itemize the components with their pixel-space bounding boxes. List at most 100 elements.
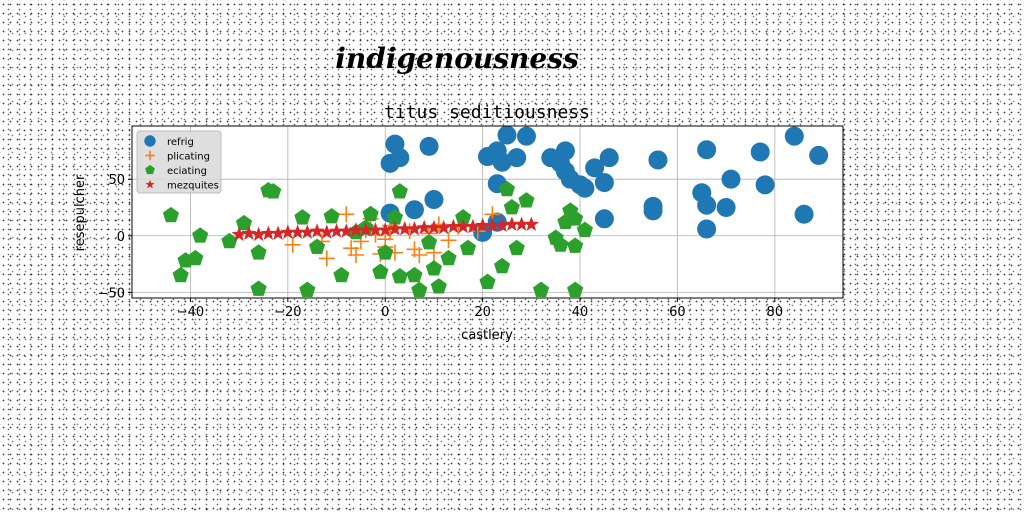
- mezquites-point: [270, 225, 286, 240]
- x-axis-label: castlery: [461, 328, 513, 343]
- legend-marker-plicating: [145, 150, 155, 161]
- x-tick-label: 80: [767, 305, 784, 320]
- eciating-point: [391, 183, 408, 199]
- refrig-point: [585, 158, 605, 178]
- refrig-point: [697, 219, 717, 239]
- legend-marker-refrig: [144, 135, 156, 147]
- eciating-point: [455, 209, 472, 225]
- mezquites-point: [338, 223, 354, 238]
- refrig-point: [419, 136, 439, 156]
- legend-label-refrig: refrig: [167, 137, 194, 148]
- eciating-point: [308, 238, 326, 254]
- refrig-point: [721, 169, 741, 189]
- legend-box: [136, 130, 222, 194]
- eciating-point: [391, 268, 408, 284]
- series-mezquites: [231, 216, 539, 242]
- eciating-point: [235, 214, 253, 231]
- mezquites-point: [231, 226, 247, 242]
- mezquites-point: [358, 222, 374, 237]
- mezquites-point: [416, 219, 432, 235]
- x-tick-label: 0: [381, 305, 389, 320]
- plicating-point: [348, 247, 365, 263]
- eciating-point: [494, 257, 511, 274]
- refrig-point: [497, 125, 517, 145]
- mezquites-point: [504, 216, 520, 231]
- x-axis-ticks: −40 −20 0 20 40 60 80: [177, 298, 783, 320]
- y-axis-label: resepulcher: [73, 174, 88, 251]
- legend: refrig plicating eciating mezquites: [136, 130, 222, 194]
- eciating-point: [386, 209, 404, 225]
- x-tick-label: 20: [474, 305, 491, 320]
- eciating-point: [250, 244, 267, 260]
- eciating-point: [192, 227, 209, 243]
- mezquites-point: [299, 224, 315, 239]
- chart-title: titus seditiousness: [384, 102, 590, 123]
- eciating-point: [552, 236, 569, 252]
- mezquites-point: [387, 220, 403, 236]
- refrig-point: [404, 200, 424, 220]
- refrig-point: [716, 197, 736, 217]
- x-tick-label: −40: [177, 305, 204, 320]
- mezquites-point: [513, 216, 530, 231]
- refrig-point: [750, 142, 770, 162]
- mezquites-point: [406, 220, 423, 236]
- plicating-point: [284, 236, 301, 253]
- plot-frame: [131, 125, 844, 299]
- plicating-point: [440, 232, 457, 249]
- refrig-point: [755, 175, 775, 195]
- eciating-point: [576, 221, 593, 237]
- chart-suptitle: indigenousness: [335, 42, 579, 75]
- mezquites-point: [367, 222, 384, 237]
- mezquites-point: [426, 219, 442, 235]
- mezquites-point: [348, 222, 364, 237]
- plicating-point: [411, 247, 428, 263]
- mezquites-point: [251, 226, 267, 242]
- refrig-point: [424, 190, 444, 210]
- eciating-point: [567, 237, 584, 253]
- eciating-point: [362, 205, 379, 222]
- eciating-point: [425, 260, 443, 276]
- mezquites-point: [309, 223, 325, 238]
- refrig-point: [697, 195, 717, 215]
- eciating-point: [377, 244, 394, 260]
- refrig-point: [594, 173, 614, 193]
- mezquites-point: [377, 222, 393, 237]
- refrig-point: [794, 204, 814, 224]
- legend-label-plicating: plicating: [167, 152, 210, 163]
- eciating-point: [567, 210, 584, 226]
- mezquites-point: [494, 217, 510, 233]
- legend-label-eciating: eciating: [167, 166, 207, 177]
- mezquites-point: [260, 225, 276, 240]
- y-tick-label: −50: [98, 286, 125, 301]
- mezquites-point: [241, 225, 257, 240]
- eciating-point: [532, 281, 550, 297]
- mezquites-point: [397, 220, 413, 236]
- refrig-point: [575, 178, 595, 198]
- refrig-point: [784, 126, 804, 146]
- mezquites-point: [319, 224, 335, 239]
- x-tick-label: −20: [274, 305, 301, 320]
- refrig-point: [648, 150, 668, 170]
- eciating-point: [567, 281, 584, 297]
- mezquites-point: [328, 223, 345, 238]
- eciating-point: [294, 209, 311, 225]
- x-tick-label: 60: [669, 305, 686, 320]
- mezquites-point: [523, 216, 539, 231]
- eciating-point: [430, 278, 447, 294]
- refrig-point: [492, 152, 512, 172]
- mezquites-point: [436, 219, 452, 235]
- eciating-point: [518, 192, 535, 208]
- eciating-point: [172, 266, 189, 283]
- refrig-point: [599, 148, 619, 168]
- refrig-point: [697, 140, 717, 160]
- refrig-point: [594, 209, 614, 229]
- eciating-point: [162, 206, 180, 223]
- eciating-point: [440, 249, 457, 266]
- y-tick-label: 0: [117, 230, 125, 245]
- eciating-point: [459, 239, 477, 256]
- eciating-point: [503, 198, 520, 215]
- refrig-point: [390, 148, 410, 168]
- eciating-point: [250, 280, 267, 296]
- y-axis-ticks: −50 0 50: [98, 173, 132, 301]
